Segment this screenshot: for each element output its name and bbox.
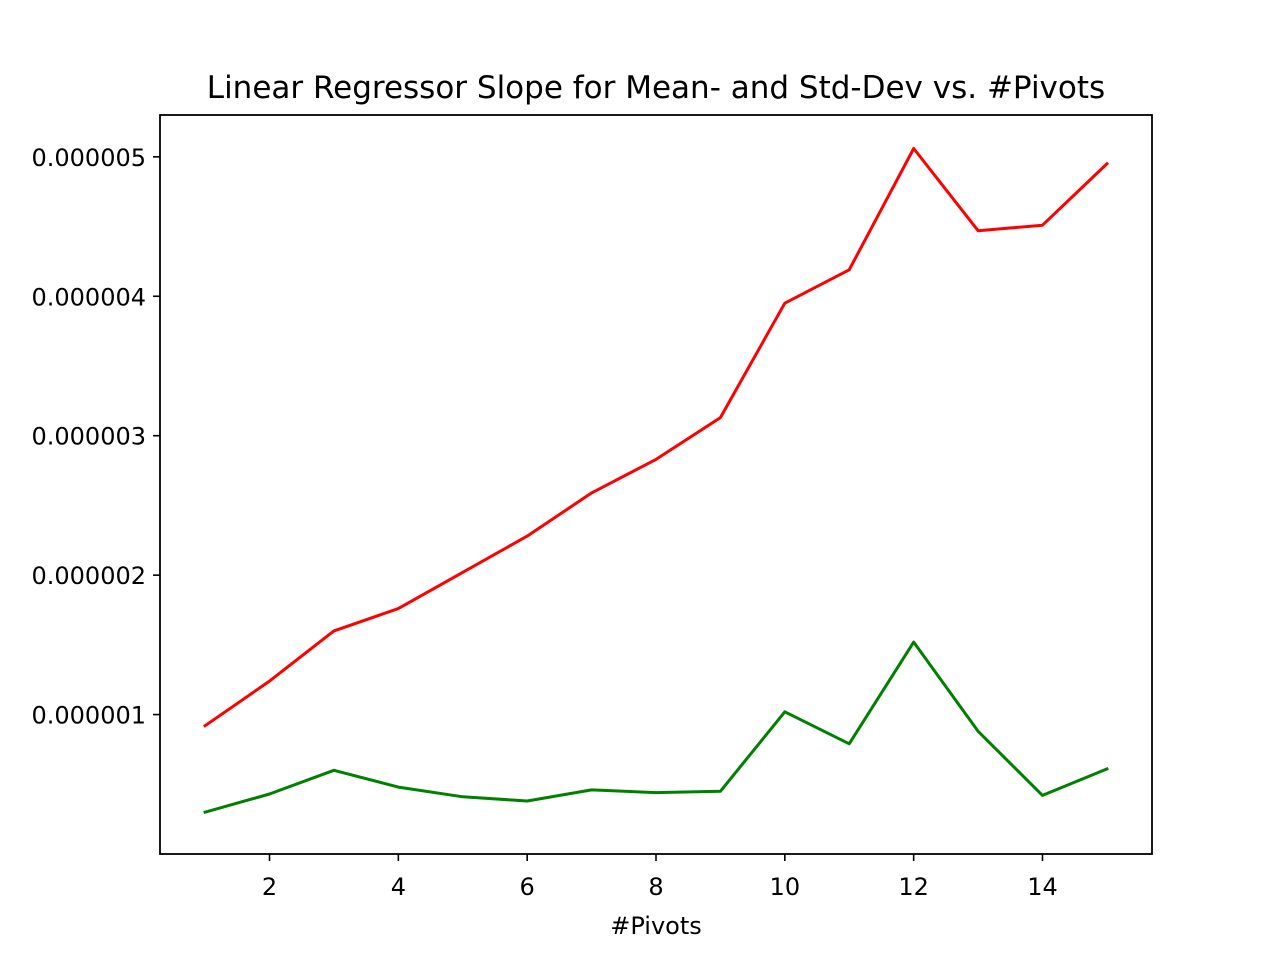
x-tick-label: 8 bbox=[648, 873, 663, 901]
x-tick-label: 4 bbox=[391, 873, 406, 901]
series-line-1 bbox=[203, 147, 1110, 728]
series-layer bbox=[203, 147, 1110, 815]
y-tick-label: 0.000004 bbox=[31, 283, 146, 311]
x-tick-label: 2 bbox=[262, 873, 277, 901]
x-axis: 2 4 6 8 10 12 14 bbox=[262, 854, 1058, 901]
y-tick-label: 0.000001 bbox=[31, 702, 146, 730]
y-tick-label: 0.000002 bbox=[31, 562, 146, 590]
plot-area bbox=[159, 114, 1153, 855]
y-tick-label: 0.000005 bbox=[31, 144, 146, 172]
y-axis: 0.000001 0.000002 0.000003 0.000004 0.000005 bbox=[31, 144, 160, 730]
series-line-2 bbox=[203, 640, 1109, 815]
x-tick-label: 12 bbox=[898, 873, 929, 901]
x-tick-label: 10 bbox=[770, 873, 801, 901]
x-axis-label: #Pivots bbox=[610, 912, 702, 940]
x-tick-label: 6 bbox=[520, 873, 535, 901]
chart-title: Linear Regressor Slope for Mean- and Std… bbox=[207, 70, 1105, 106]
y-tick-label: 0.000003 bbox=[31, 423, 146, 451]
x-tick-label: 14 bbox=[1027, 873, 1058, 901]
